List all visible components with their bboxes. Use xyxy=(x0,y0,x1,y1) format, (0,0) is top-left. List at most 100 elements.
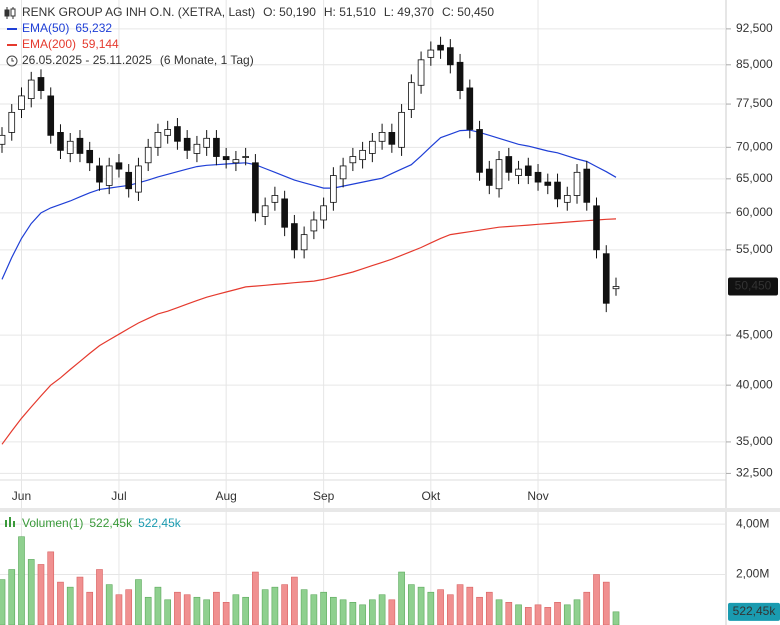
candle-body xyxy=(164,129,172,136)
candle-body xyxy=(612,286,620,290)
candle-body xyxy=(47,95,55,136)
candle-body xyxy=(193,143,201,154)
candle-body xyxy=(8,111,16,133)
x-tick-label: Jul xyxy=(111,489,126,503)
volume-bar xyxy=(485,591,493,625)
volume-bar xyxy=(27,559,35,625)
volume-bar xyxy=(96,569,103,625)
volume-bar xyxy=(612,611,620,625)
candle-body xyxy=(515,168,522,176)
candle-body xyxy=(320,205,327,221)
candle-body xyxy=(330,175,337,203)
candle-body xyxy=(554,181,561,200)
candle-body xyxy=(271,195,279,203)
volume-bar xyxy=(505,601,513,625)
ema-line xyxy=(1,218,617,445)
candle-body xyxy=(115,162,123,170)
period: (6 Monate, 1 Tag) xyxy=(160,53,254,67)
volume-bar xyxy=(222,601,230,625)
volume-bar xyxy=(583,591,591,625)
volume-bar xyxy=(320,591,327,625)
legend-entry: EMA(200) 59,144 xyxy=(22,37,119,51)
volume-bar xyxy=(417,586,425,625)
y-tick-label: 77,500 xyxy=(736,96,773,110)
volume-bar xyxy=(252,571,259,625)
volume-bar xyxy=(476,596,483,625)
volume-bar xyxy=(164,599,172,625)
volume-header: Volumen(1) 522,45k 522,45k xyxy=(22,516,182,530)
volume-bar xyxy=(339,599,347,625)
volume-bar xyxy=(554,601,561,625)
volume-bar xyxy=(534,604,542,625)
candle-body xyxy=(593,205,600,251)
y-tick-label: 40,000 xyxy=(736,377,773,391)
header-low: L: 49,370 xyxy=(384,5,434,19)
volume-bar xyxy=(573,599,581,625)
candle-body xyxy=(0,134,6,145)
candle-body xyxy=(563,195,571,203)
candle-body xyxy=(222,156,230,161)
candle-body xyxy=(505,156,513,173)
candle-body xyxy=(281,198,288,228)
header-high: H: 51,510 xyxy=(324,5,376,19)
volume-bar xyxy=(456,584,464,625)
candle-body xyxy=(349,156,357,164)
chart-title: RENK GROUP AG INH O.N. (XETRA, Last) xyxy=(22,5,255,19)
volume-bar xyxy=(515,604,522,625)
volume-bar xyxy=(0,579,6,625)
candle-body xyxy=(456,61,464,91)
volume-value: 522,45k xyxy=(89,516,133,530)
volume-bar xyxy=(144,596,152,625)
candle-body xyxy=(154,132,162,148)
volume-bar xyxy=(18,536,25,625)
volume-bar xyxy=(213,591,220,625)
volume-bar xyxy=(427,591,435,625)
y-tick-label: 32,500 xyxy=(736,466,773,480)
y-tick-label: 2,00M xyxy=(736,567,769,581)
volume-bar xyxy=(154,586,162,625)
volume-bar xyxy=(291,576,298,625)
candle-body xyxy=(27,79,35,100)
candle-body xyxy=(476,129,483,173)
candle-body xyxy=(369,140,376,154)
candle-body xyxy=(485,168,493,186)
volume-bar xyxy=(281,584,288,625)
date-range-line: 26.05.2025 - 25.11.2025 (6 Monate, 1 Tag) xyxy=(22,53,254,67)
volume-bar xyxy=(37,564,45,625)
candle-body xyxy=(573,171,581,196)
header-line: RENK GROUP AG INH O.N. (XETRA, Last) O: 5… xyxy=(22,5,494,19)
y-tick-label: 45,000 xyxy=(736,327,773,341)
candle-body xyxy=(232,159,240,164)
legend-entry: EMA(50) 65,232 xyxy=(22,21,112,35)
clock-icon xyxy=(6,55,18,67)
volume-bar xyxy=(349,601,357,625)
legend-name: EMA(50) xyxy=(22,21,69,35)
candle-body xyxy=(408,82,415,110)
volume-bar xyxy=(125,589,133,625)
volume-bar xyxy=(135,579,142,625)
y-tick-label: 70,000 xyxy=(736,139,773,153)
candle-body xyxy=(66,140,74,154)
candle-body xyxy=(446,47,454,66)
candle-body xyxy=(125,171,133,190)
plot: 50,450 522,45k xyxy=(0,36,780,625)
candle-body xyxy=(96,165,103,183)
candle-body xyxy=(76,137,84,154)
volume-bar xyxy=(261,589,269,625)
candle-body xyxy=(388,132,396,145)
candle-body xyxy=(602,253,610,304)
volume-bar xyxy=(86,591,94,625)
candle-body xyxy=(144,146,152,164)
x-tick-label: Aug xyxy=(215,489,236,503)
y-tick-label: 4,00M xyxy=(736,516,769,530)
candle-body xyxy=(291,223,298,251)
volume-bar xyxy=(183,594,191,625)
candle-body xyxy=(242,156,249,158)
y-tick-label: 35,000 xyxy=(736,434,773,448)
x-tick-label: Okt xyxy=(421,489,440,503)
candle-body xyxy=(466,87,474,130)
candle-body xyxy=(300,234,308,251)
